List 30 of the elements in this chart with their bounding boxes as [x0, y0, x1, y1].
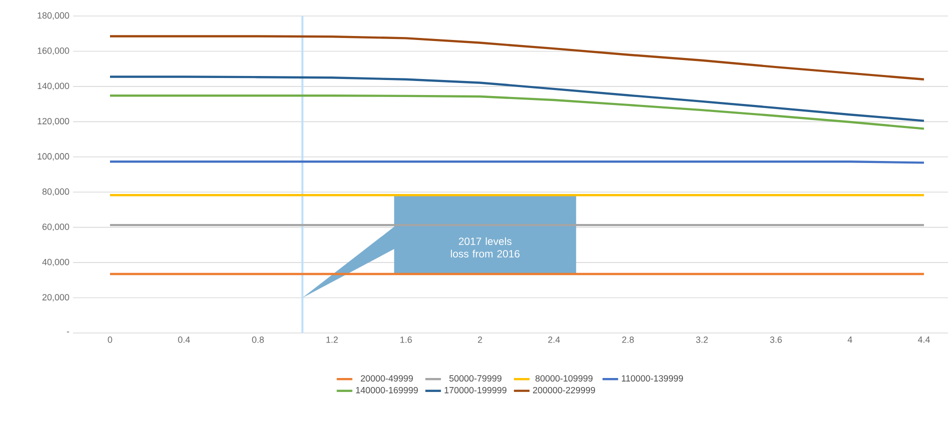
x-tick-label: 4 — [848, 336, 852, 343]
legend-label: 80000-109999 — [535, 375, 593, 382]
annotation: 2017 levels loss from 2016 — [450, 237, 520, 258]
legend-label: 170000-199999 — [444, 386, 506, 394]
legend-label: 110000-139999 — [622, 375, 683, 382]
y-tick-label: 20,000 — [42, 294, 70, 302]
x-tick-label: 2 — [478, 336, 482, 343]
x-tick-label: 3.6 — [770, 336, 782, 343]
y-tick-label: 60,000 — [42, 224, 70, 232]
x-tick-label: 0 — [108, 336, 112, 343]
y-tick-label: 160,000 — [38, 48, 70, 55]
y-tick-label: 40,000 — [42, 258, 70, 266]
y-tick-label: 180,000 — [38, 12, 70, 20]
x-tick-label: 4.4 — [918, 336, 930, 343]
x-tick-label: 3.2 — [696, 336, 708, 343]
y-tick-label: 100,000 — [38, 153, 70, 161]
x-tick-label: 0.8 — [252, 336, 264, 343]
x-tick-label: 0.4 — [178, 336, 190, 343]
x-tick-label: 1.6 — [400, 336, 412, 343]
x-tick-label: 2.8 — [622, 336, 634, 343]
x-tick-label: 2.4 — [548, 336, 560, 343]
legend-label: 20000-49999 — [360, 375, 413, 382]
y-tick-label: 80,000 — [42, 188, 70, 196]
line-series — [108, 76, 926, 122]
legend-label: 200000-229999 — [533, 386, 595, 394]
x-tick-label: 1.2 — [326, 336, 338, 343]
legend-label: 140000-169999 — [356, 386, 418, 394]
legend-label: 50000-79999 — [449, 375, 502, 382]
y-tick-label: 140,000 — [38, 82, 70, 90]
y-tick-label: 120,000 — [38, 118, 70, 126]
